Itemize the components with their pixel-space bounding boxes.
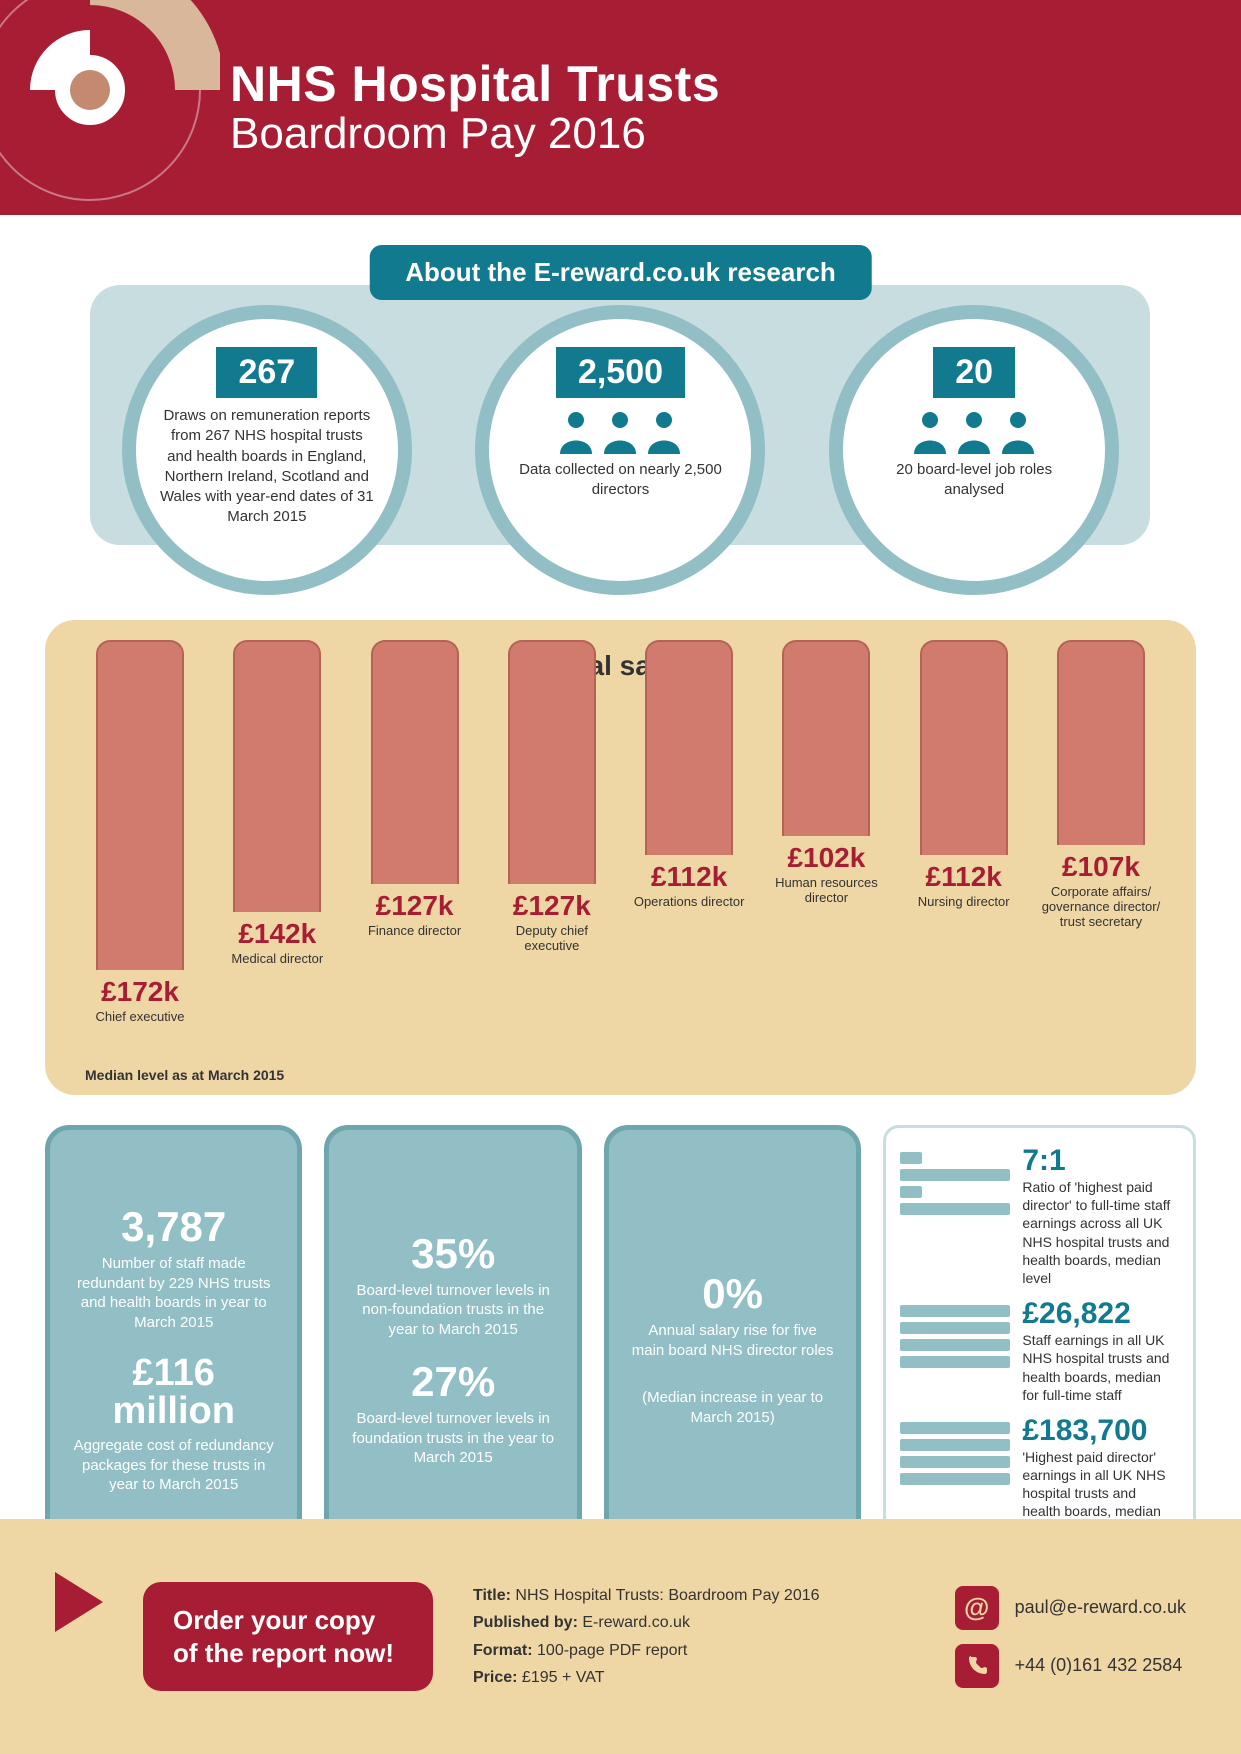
ratio-text: Staff earnings in all UK NHS hospital tr… xyxy=(1022,1331,1175,1404)
publication-info: Title: NHS Hospital Trusts: Boardroom Pa… xyxy=(473,1582,820,1691)
ratio-value: 7:1 xyxy=(1022,1146,1175,1176)
salary-bar xyxy=(233,640,321,912)
salary-column: £142kMedical director xyxy=(212,640,342,1050)
value: 100-page PDF report xyxy=(537,1642,687,1659)
ratio-card: 7:1 Ratio of 'highest paid director' to … xyxy=(883,1125,1196,1572)
page-title: NHS Hospital Trusts xyxy=(230,55,1241,113)
salary-label: Operations director xyxy=(634,895,745,935)
stat-card-turnover: 35% Board-level turnover levels in non-f… xyxy=(324,1125,581,1572)
salary-value: £127k xyxy=(513,890,591,922)
ratio-text: Ratio of 'highest paid director' to full… xyxy=(1022,1178,1175,1287)
footer: Order your copy of the report now! Title… xyxy=(0,1519,1241,1754)
ratio-row: 7:1 Ratio of 'highest paid director' to … xyxy=(900,1146,1175,1287)
salary-column: £127kDeputy chief executive xyxy=(487,640,617,1050)
ratio-row: £26,822 Staff earnings in all UK NHS hos… xyxy=(900,1299,1175,1404)
salary-bar xyxy=(371,640,459,884)
stat-value: 0% xyxy=(631,1273,834,1315)
phone-row[interactable]: +44 (0)161 432 2584 xyxy=(955,1644,1186,1688)
stat-value: £116 million xyxy=(72,1354,275,1430)
people-icon xyxy=(910,410,1038,454)
value: E-reward.co.uk xyxy=(582,1614,690,1631)
salary-column: £112kOperations director xyxy=(624,640,754,1050)
salary-label: Medical director xyxy=(231,952,323,992)
label: Format: xyxy=(473,1642,533,1659)
salary-label: Corporate affairs/ governance director/ … xyxy=(1036,885,1166,930)
salary-column: £172kChief executive xyxy=(75,640,205,1050)
about-tab: About the E-reward.co.uk research xyxy=(369,245,872,300)
about-badge: 20 xyxy=(933,347,1015,398)
salary-value: £112k xyxy=(651,861,727,893)
salary-value: £112k xyxy=(926,861,1002,893)
ratio-value: £26,822 xyxy=(1022,1299,1175,1329)
ratio-bars-icon xyxy=(900,1152,1010,1220)
stat-text: Number of staff made redundant by 229 NH… xyxy=(72,1254,275,1332)
about-text: Draws on remuneration reports from 267 N… xyxy=(136,406,398,528)
salary-label: Nursing director xyxy=(918,895,1010,935)
value: NHS Hospital Trusts: Boardroom Pay 2016 xyxy=(515,1587,819,1604)
stats-row: 3,787 Number of staff made redundant by … xyxy=(45,1125,1196,1572)
salaries-note: Median level as at March 2015 xyxy=(85,1067,284,1083)
about-text: 20 board-level job roles analysed xyxy=(843,460,1105,501)
about-text: Data collected on nearly 2,500 directors xyxy=(489,460,751,501)
phone-text: +44 (0)161 432 2584 xyxy=(1015,1655,1183,1676)
phone-icon xyxy=(955,1644,999,1688)
page-subtitle: Boardroom Pay 2016 xyxy=(230,109,1241,159)
email-row[interactable]: @ paul@e-reward.co.uk xyxy=(955,1586,1186,1630)
stat-value: 27% xyxy=(351,1361,554,1403)
about-circle: 2,500 Data collected on nearly 2,500 dire… xyxy=(475,305,765,595)
salaries-bars: £172kChief executive£142kMedical directo… xyxy=(75,640,1166,1050)
label: Published by: xyxy=(473,1614,578,1631)
stat-card-redundancy: 3,787 Number of staff made redundant by … xyxy=(45,1125,302,1572)
about-badge: 267 xyxy=(216,347,317,398)
about-badge: 2,500 xyxy=(556,347,685,398)
label: Title: xyxy=(473,1587,511,1604)
ratio-bars-icon xyxy=(900,1422,1010,1490)
stat-text: Annual salary rise for five main board N… xyxy=(631,1321,834,1360)
stat-text: Aggregate cost of redundancy packages fo… xyxy=(72,1436,275,1495)
stat-text: (Median increase in year to March 2015) xyxy=(631,1388,834,1427)
about-circle: 20 20 board-level job roles analysed xyxy=(829,305,1119,595)
salary-label: Human resources director xyxy=(761,876,891,916)
arrow-icon xyxy=(55,1572,103,1632)
value: £195 + VAT xyxy=(522,1669,605,1686)
email-icon: @ xyxy=(955,1586,999,1630)
salary-label: Finance director xyxy=(368,924,461,964)
salary-column: £127kFinance director xyxy=(350,640,480,1050)
salary-bar xyxy=(782,640,870,836)
header: NHS Hospital Trusts Boardroom Pay 2016 xyxy=(0,0,1241,215)
salary-bar xyxy=(920,640,1008,855)
salary-value: £172k xyxy=(101,976,179,1008)
stat-text: Board-level turnover levels in foundatio… xyxy=(351,1409,554,1468)
about-section: About the E-reward.co.uk research 267 Dra… xyxy=(0,215,1241,610)
stat-card-salary-rise: 0% Annual salary rise for five main boar… xyxy=(604,1125,861,1572)
stat-value: 35% xyxy=(351,1233,554,1275)
people-icon xyxy=(556,410,684,454)
salary-label: Deputy chief executive xyxy=(487,924,617,964)
salary-value: £127k xyxy=(376,890,454,922)
stat-text: Board-level turnover levels in non-found… xyxy=(351,1281,554,1340)
about-circles: 267 Draws on remuneration reports from 26… xyxy=(90,305,1151,595)
order-box[interactable]: Order your copy of the report now! xyxy=(143,1582,433,1691)
ratio-value: £183,700 xyxy=(1022,1416,1175,1446)
salary-value: £102k xyxy=(787,842,865,874)
salary-bar xyxy=(1057,640,1145,845)
contact-block: @ paul@e-reward.co.uk +44 (0)161 432 258… xyxy=(955,1572,1186,1702)
salary-value: £142k xyxy=(238,918,316,950)
salary-label: Chief executive xyxy=(96,1010,185,1050)
salary-column: £107kCorporate affairs/ governance direc… xyxy=(1036,640,1166,1050)
stat-value: 3,787 xyxy=(72,1206,275,1248)
salary-column: £112kNursing director xyxy=(899,640,1029,1050)
about-circle: 267 Draws on remuneration reports from 26… xyxy=(122,305,412,595)
salary-bar xyxy=(508,640,596,884)
logo-icon xyxy=(0,0,220,220)
salary-bar xyxy=(96,640,184,970)
salaries-section: Annual salaries £172kChief executive£142… xyxy=(45,620,1196,1095)
salary-column: £102kHuman resources director xyxy=(761,640,891,1050)
label: Price: xyxy=(473,1669,517,1686)
ratio-bars-icon xyxy=(900,1305,1010,1373)
salary-value: £107k xyxy=(1062,851,1140,883)
email-text: paul@e-reward.co.uk xyxy=(1015,1597,1186,1618)
salary-bar xyxy=(645,640,733,855)
